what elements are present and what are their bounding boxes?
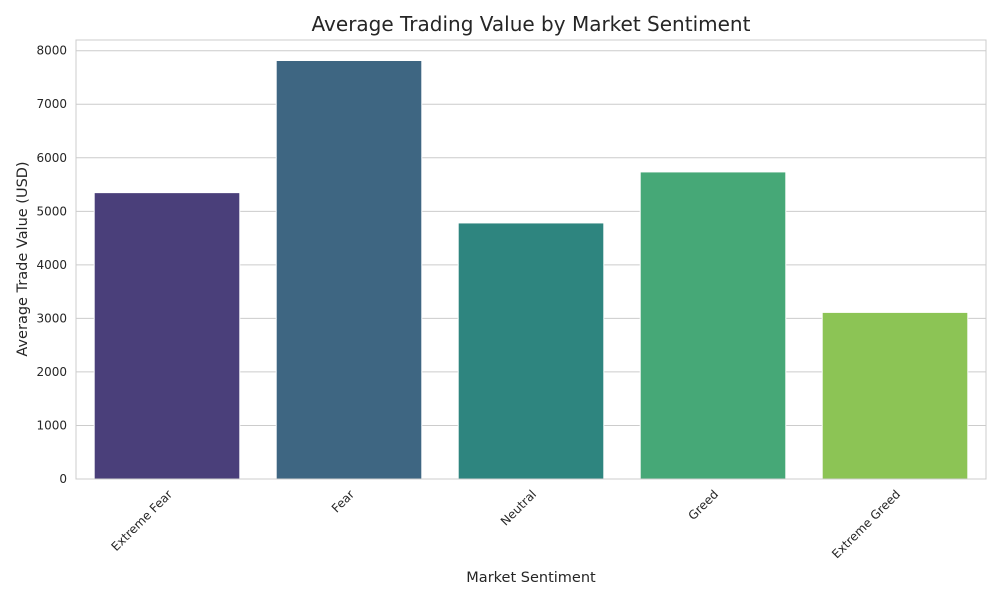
y-tick-label: 2000 (36, 365, 67, 379)
bar-extreme-greed (821, 311, 969, 480)
y-tick-label: 0 (59, 472, 67, 486)
y-tick-label: 8000 (36, 44, 67, 58)
y-tick-label: 4000 (36, 258, 67, 272)
x-tick-label: Fear (329, 487, 357, 515)
bar-neutral (457, 222, 605, 480)
y-tick-labels: 0 1000 2000 3000 4000 5000 6000 7000 8000 (36, 44, 67, 486)
plot-frame (75, 39, 987, 480)
y-tick-label: 6000 (36, 151, 67, 165)
bars (93, 60, 969, 480)
bar-fear (275, 60, 423, 480)
x-tick-label: Neutral (498, 487, 539, 528)
bar-greed (639, 171, 787, 480)
x-tick-label: Extreme Greed (829, 487, 903, 561)
y-tick-label: 7000 (36, 97, 67, 111)
y-tick-label: 5000 (36, 204, 67, 218)
bar-extreme-fear (93, 192, 241, 480)
x-tick-label: Extreme Fear (108, 487, 175, 554)
y-axis-label: Average Trade Value (USD) (15, 161, 31, 356)
x-axis-label: Market Sentiment (466, 570, 596, 586)
y-tick-label: 1000 (36, 418, 67, 432)
chart-title: Average Trading Value by Market Sentimen… (312, 12, 751, 36)
x-tick-labels: Extreme Fear Fear Neutral Greed Extreme Gree… (108, 487, 903, 561)
x-tick-label: Greed (686, 487, 722, 523)
y-tick-label: 3000 (36, 311, 67, 325)
